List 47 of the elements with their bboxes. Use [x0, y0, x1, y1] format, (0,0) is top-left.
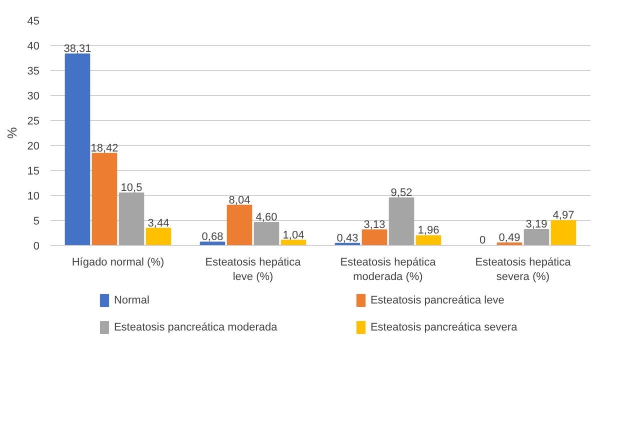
data-label: 3,19: [526, 218, 548, 231]
data-label: 1,96: [418, 224, 440, 237]
bar: [118, 192, 144, 246]
y-tick-label: 25: [27, 116, 40, 128]
bar: [92, 152, 118, 246]
bar: [550, 220, 576, 246]
data-label: 3,13: [364, 218, 386, 231]
y-axis-title: %: [4, 126, 20, 139]
data-label: 38,31: [64, 42, 92, 55]
y-tick-label: 20: [27, 140, 40, 152]
y-tick-label: 0: [33, 240, 40, 252]
y-tick-label: 45: [27, 16, 40, 28]
data-label: 3,44: [148, 217, 170, 230]
x-tick-label: Hígado normal (%): [72, 256, 164, 268]
y-tick-label: 35: [27, 66, 40, 78]
x-tick-label: Esteatosis hepática severa (%): [475, 256, 572, 283]
bar: [254, 222, 280, 246]
data-label: 18,42: [90, 142, 118, 154]
bar: [146, 228, 172, 246]
data-label: 0: [479, 234, 486, 246]
y-tick-label: 10: [27, 190, 40, 202]
bar: [200, 242, 226, 246]
y-tick-label: 40: [27, 40, 40, 52]
data-label: 4,60: [256, 212, 278, 224]
data-label: 1,04: [282, 229, 304, 242]
bar: [362, 229, 388, 246]
legend-label: Esteatosis pancreática severa: [370, 322, 518, 334]
data-label: 0,49: [498, 232, 520, 244]
x-tick-label: Esteatosis hepática moderada (%): [340, 256, 437, 283]
y-tick-label: 5: [33, 216, 40, 228]
legend-label: Normal: [114, 294, 150, 306]
y-tick-label: 15: [27, 166, 40, 178]
bar: [524, 229, 550, 246]
legend-label: Esteatosis pancreática moderada: [114, 322, 278, 334]
bar: [226, 204, 252, 246]
x-tick-label: Esteatosis hepática leve (%): [205, 256, 302, 283]
bar: [388, 197, 414, 246]
data-label: 8,04: [228, 194, 250, 206]
data-label: 0,43: [336, 232, 358, 244]
data-label: 4,97: [552, 210, 574, 222]
y-tick-label: 30: [27, 90, 40, 102]
legend-label: Esteatosis pancreática leve: [370, 294, 504, 306]
data-label: 9,52: [390, 186, 412, 199]
bar: [64, 53, 90, 246]
data-label: 10,5: [120, 182, 142, 194]
bar: [416, 235, 442, 246]
data-label: 0,68: [202, 231, 224, 244]
